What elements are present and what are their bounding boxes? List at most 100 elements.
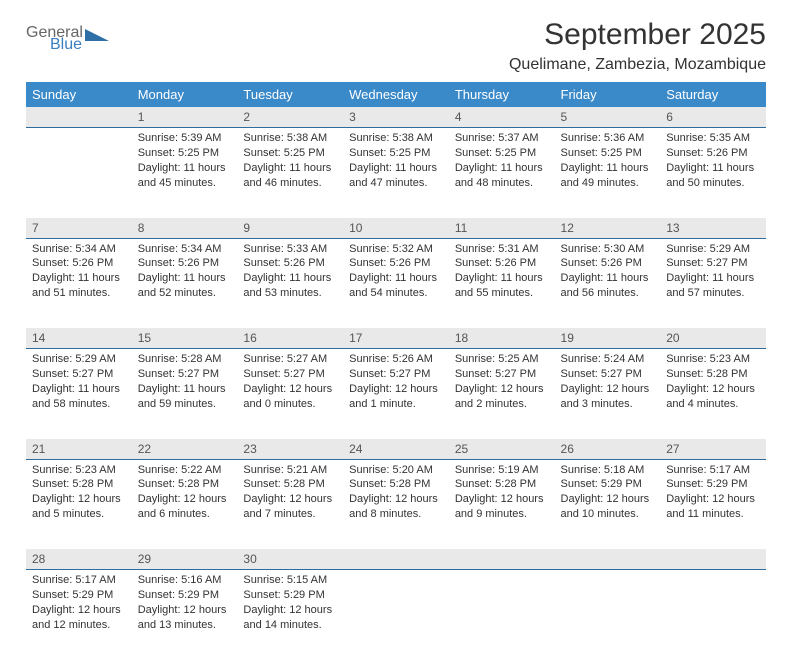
day-number: 17 — [343, 328, 449, 349]
day-cell: Sunrise: 5:31 AMSunset: 5:26 PMDaylight:… — [449, 238, 555, 328]
daylight1-text: Daylight: 11 hours — [666, 271, 760, 286]
day-cell: Sunrise: 5:34 AMSunset: 5:26 PMDaylight:… — [26, 238, 132, 328]
day-header: Tuesday — [237, 82, 343, 107]
day-cell: Sunrise: 5:29 AMSunset: 5:27 PMDaylight:… — [26, 349, 132, 439]
daylight2-text: and 12 minutes. — [32, 618, 126, 633]
daylight2-text: and 13 minutes. — [138, 618, 232, 633]
sunrise-text: Sunrise: 5:23 AM — [666, 352, 760, 367]
daylight1-text: Daylight: 11 hours — [349, 161, 443, 176]
day-cell: Sunrise: 5:28 AMSunset: 5:27 PMDaylight:… — [132, 349, 238, 439]
day-number: 18 — [449, 328, 555, 349]
sunset-text: Sunset: 5:28 PM — [666, 367, 760, 382]
daylight1-text: Daylight: 12 hours — [349, 382, 443, 397]
title-block: September 2025 Quelimane, Zambezia, Moza… — [509, 18, 766, 74]
sunset-text: Sunset: 5:27 PM — [349, 367, 443, 382]
day-cell: Sunrise: 5:19 AMSunset: 5:28 PMDaylight:… — [449, 459, 555, 549]
sunset-text: Sunset: 5:29 PM — [32, 588, 126, 603]
daylight1-text: Daylight: 12 hours — [455, 492, 549, 507]
sunset-text: Sunset: 5:26 PM — [243, 256, 337, 271]
month-title: September 2025 — [509, 18, 766, 52]
content-row: Sunrise: 5:34 AMSunset: 5:26 PMDaylight:… — [26, 238, 766, 328]
daylight1-text: Daylight: 12 hours — [243, 603, 337, 618]
sunrise-text: Sunrise: 5:19 AM — [455, 463, 549, 478]
daylight2-text: and 6 minutes. — [138, 507, 232, 522]
sunrise-text: Sunrise: 5:23 AM — [32, 463, 126, 478]
sunrise-text: Sunrise: 5:32 AM — [349, 242, 443, 257]
day-number: 13 — [660, 218, 766, 239]
sunrise-text: Sunrise: 5:29 AM — [32, 352, 126, 367]
logo-text-blue: Blue — [50, 36, 82, 53]
sunrise-text: Sunrise: 5:25 AM — [455, 352, 549, 367]
sunrise-text: Sunrise: 5:22 AM — [138, 463, 232, 478]
daylight2-text: and 8 minutes. — [349, 507, 443, 522]
day-header: Saturday — [660, 82, 766, 107]
day-cell: Sunrise: 5:24 AMSunset: 5:27 PMDaylight:… — [555, 349, 661, 439]
sunrise-text: Sunrise: 5:38 AM — [243, 131, 337, 146]
sunset-text: Sunset: 5:27 PM — [666, 256, 760, 271]
day-number: 11 — [449, 218, 555, 239]
daylight2-text: and 55 minutes. — [455, 286, 549, 301]
day-number: 28 — [26, 549, 132, 570]
day-number — [555, 549, 661, 570]
day-cell: Sunrise: 5:35 AMSunset: 5:26 PMDaylight:… — [660, 128, 766, 218]
day-cell: Sunrise: 5:32 AMSunset: 5:26 PMDaylight:… — [343, 238, 449, 328]
sunset-text: Sunset: 5:29 PM — [243, 588, 337, 603]
sunset-text: Sunset: 5:29 PM — [666, 477, 760, 492]
day-number: 23 — [237, 439, 343, 460]
day-number: 30 — [237, 549, 343, 570]
daynum-row: 78910111213 — [26, 218, 766, 239]
daylight2-text: and 10 minutes. — [561, 507, 655, 522]
sunrise-text: Sunrise: 5:24 AM — [561, 352, 655, 367]
day-number: 21 — [26, 439, 132, 460]
daylight1-text: Daylight: 12 hours — [32, 603, 126, 618]
daylight1-text: Daylight: 11 hours — [561, 161, 655, 176]
day-number: 1 — [132, 107, 238, 128]
day-cell: Sunrise: 5:39 AMSunset: 5:25 PMDaylight:… — [132, 128, 238, 218]
day-cell: Sunrise: 5:21 AMSunset: 5:28 PMDaylight:… — [237, 459, 343, 549]
day-cell — [343, 570, 449, 660]
sunset-text: Sunset: 5:26 PM — [138, 256, 232, 271]
daylight2-text: and 4 minutes. — [666, 397, 760, 412]
daylight2-text: and 47 minutes. — [349, 176, 443, 191]
daylight2-text: and 11 minutes. — [666, 507, 760, 522]
daylight1-text: Daylight: 12 hours — [561, 492, 655, 507]
sunrise-text: Sunrise: 5:31 AM — [455, 242, 549, 257]
day-number: 14 — [26, 328, 132, 349]
sunset-text: Sunset: 5:27 PM — [138, 367, 232, 382]
daylight1-text: Daylight: 11 hours — [32, 271, 126, 286]
sunrise-text: Sunrise: 5:37 AM — [455, 131, 549, 146]
content-row: Sunrise: 5:39 AMSunset: 5:25 PMDaylight:… — [26, 128, 766, 218]
sunset-text: Sunset: 5:27 PM — [32, 367, 126, 382]
day-cell: Sunrise: 5:25 AMSunset: 5:27 PMDaylight:… — [449, 349, 555, 439]
daylight2-text: and 58 minutes. — [32, 397, 126, 412]
daylight2-text: and 5 minutes. — [32, 507, 126, 522]
daylight2-text: and 7 minutes. — [243, 507, 337, 522]
day-number: 12 — [555, 218, 661, 239]
day-cell: Sunrise: 5:27 AMSunset: 5:27 PMDaylight:… — [237, 349, 343, 439]
day-cell — [660, 570, 766, 660]
sunset-text: Sunset: 5:29 PM — [561, 477, 655, 492]
day-cell: Sunrise: 5:36 AMSunset: 5:25 PMDaylight:… — [555, 128, 661, 218]
day-number: 27 — [660, 439, 766, 460]
day-header: Wednesday — [343, 82, 449, 107]
daynum-row: 14151617181920 — [26, 328, 766, 349]
daylight2-text: and 49 minutes. — [561, 176, 655, 191]
content-row: Sunrise: 5:23 AM Sunset: 5:28 PM Daylight:… — [26, 459, 766, 549]
day-cell: Sunrise: 5:22 AMSunset: 5:28 PMDaylight:… — [132, 459, 238, 549]
daylight1-text: Daylight: 11 hours — [32, 382, 126, 397]
location: Quelimane, Zambezia, Mozambique — [509, 56, 766, 74]
day-number — [660, 549, 766, 570]
day-header: Monday — [132, 82, 238, 107]
sunrise-text: Sunrise: 5:27 AM — [243, 352, 337, 367]
day-cell: Sunrise: 5:30 AMSunset: 5:26 PMDaylight:… — [555, 238, 661, 328]
daylight2-text: and 1 minute. — [349, 397, 443, 412]
daylight2-text: and 59 minutes. — [138, 397, 232, 412]
day-cell: Sunrise: 5:33 AMSunset: 5:26 PMDaylight:… — [237, 238, 343, 328]
day-cell: Sunrise: 5:26 AMSunset: 5:27 PMDaylight:… — [343, 349, 449, 439]
sunrise-text: Sunrise: 5:34 AM — [138, 242, 232, 257]
daylight1-text: Daylight: 11 hours — [349, 271, 443, 286]
day-cell: Sunrise: 5:23 AMSunset: 5:28 PMDaylight:… — [660, 349, 766, 439]
daylight1-text: Daylight: 12 hours — [666, 382, 760, 397]
sunset-text: Sunset: 5:28 PM — [349, 477, 443, 492]
header: General Blue September 2025 Quelimane, Z… — [26, 18, 766, 74]
